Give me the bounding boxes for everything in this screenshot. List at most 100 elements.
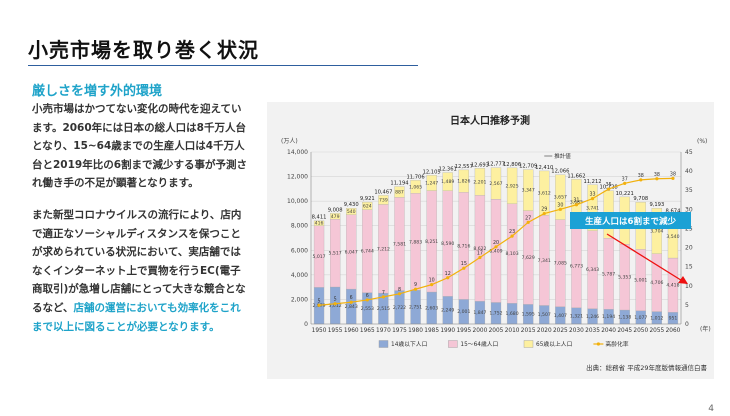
y-tick-label: 10,000 [287, 198, 308, 205]
total-label: 12,709 [519, 164, 537, 170]
bar-value-label: 2,515 [377, 306, 390, 312]
aging-rate-label: 33 [589, 192, 595, 198]
bar-value-label: 6,343 [586, 267, 599, 273]
total-label: 9,708 [633, 196, 648, 202]
x-tick-label: 1955 [328, 328, 343, 334]
bar-segment [539, 170, 550, 216]
bar-value-label: 7,629 [522, 255, 535, 261]
bar-value-label: 1,407 [554, 313, 567, 319]
aging-rate-label: 31 [573, 198, 579, 204]
bar-value-label: 1,247 [425, 180, 438, 186]
bar-value-label: 1,680 [506, 311, 519, 317]
callout-arrow-line [606, 233, 685, 283]
aging-rate-point [317, 303, 321, 307]
bar-value-label: 4,706 [650, 280, 663, 286]
y-tick-label: 14,000 [287, 149, 308, 156]
callout-arrowhead [678, 276, 688, 284]
x-tick-label: 2040 [601, 328, 616, 334]
bar-segment [329, 213, 341, 220]
y2-tick-label: 30 [685, 206, 693, 213]
aging-rate-label: 10 [429, 278, 435, 284]
y2-tick-label: 45 [685, 149, 693, 156]
total-label: 12,806 [503, 162, 521, 168]
bar-value-label: 5,353 [618, 275, 631, 281]
bar-value-label: 7,085 [554, 261, 567, 267]
bar-value-label: 7,581 [393, 241, 406, 247]
bar-value-label: 1,321 [570, 313, 583, 319]
title-underline [28, 65, 418, 66]
y2-tick-label: 0 [685, 321, 689, 328]
bar-segment [313, 220, 325, 226]
bar-value-label: 1,246 [586, 314, 599, 320]
bar-segment [346, 207, 357, 215]
bar-value-label: 1,847 [473, 310, 486, 316]
bar-value-label: 2,249 [441, 308, 454, 314]
y2-tick-label: 5 [685, 302, 689, 309]
bar-segment [651, 208, 663, 254]
x-unit: (年) [700, 325, 711, 333]
bar-value-label: 5,001 [634, 278, 647, 284]
bar-value-label: 2,001 [457, 309, 470, 315]
legend-label: 65歳以上人口 [536, 340, 573, 348]
total-label: 12,693 [471, 162, 489, 168]
paragraph-market-change: 小売市場はかつてない変化の時代を迎えています。2060年には日本の総人口は8千万… [32, 103, 248, 190]
bar-value-label: 1,077 [634, 315, 647, 321]
legend-label: 15～64歳人口 [460, 340, 498, 348]
bar-value-label: 1,826 [457, 179, 470, 185]
bar-value-label: 8,622 [473, 246, 486, 252]
chart-title: 日本人口推移予測 [450, 114, 530, 127]
y2-tick-label: 20 [685, 245, 693, 252]
y-tick-label: 12,000 [287, 174, 308, 181]
x-tick-label: 1970 [376, 328, 391, 334]
x-tick-label: 2030 [569, 328, 584, 334]
x-tick-label: 2005 [489, 328, 504, 334]
aging-rate-point [574, 203, 579, 207]
bar-value-label: 8,409 [489, 248, 502, 254]
aging-rate-point [510, 234, 514, 238]
total-label: 12,066 [551, 169, 569, 175]
bar-value-label: 8,251 [425, 239, 438, 245]
x-tick-label: 2020 [537, 328, 552, 334]
total-label: 9,193 [649, 202, 664, 208]
aging-rate-label: 35 [606, 182, 612, 188]
aging-rate-label: 6 [366, 293, 369, 299]
aging-rate-label: 27 [525, 215, 531, 221]
y2-tick-label: 15 [685, 264, 693, 271]
bar-value-label: 5,787 [602, 271, 615, 277]
callout-box [570, 212, 691, 229]
bar-value-label: 739 [379, 197, 388, 203]
bar-value-label: 3,685 [570, 199, 583, 205]
x-tick-label: 2010 [505, 328, 520, 334]
chart-panel: 日本人口推移予測 (万人) (%) (年) 2,9795,0174168,411… [267, 102, 714, 379]
x-tick-label: 2035 [585, 328, 600, 334]
population-chart: 日本人口推移予測 (万人) (%) (年) 2,9795,0174168,411… [281, 114, 711, 372]
x-tick-label: 1950 [312, 328, 327, 334]
x-tick-label: 1990 [440, 328, 455, 334]
legend-swatch [378, 340, 389, 348]
bar-segment [442, 172, 453, 191]
aging-rate-point [397, 292, 402, 296]
legend-label: 高齢化率 [605, 340, 628, 348]
bar-value-label: 951 [669, 316, 678, 322]
aging-rate-label: 38 [654, 172, 660, 178]
bar-value-label: 6,773 [570, 264, 583, 270]
bar-segment [587, 184, 598, 231]
aging-rate-point [655, 177, 659, 181]
bar-segment [523, 169, 534, 211]
bar-segment [458, 169, 469, 193]
bar-value-label: 3,612 [538, 191, 551, 197]
aging-rate-point [590, 197, 595, 201]
bar-value-label: 3,657 [554, 195, 567, 201]
bar-value-label: 1,507 [538, 312, 551, 318]
aging-rate-point [349, 300, 353, 304]
estimate-label: 推計値 [554, 152, 571, 160]
bar-value-label: 2,925 [506, 183, 519, 189]
bar-value-label: 540 [347, 209, 356, 215]
bar-value-label: 2,603 [425, 306, 438, 312]
aging-rate-label: 7 [382, 290, 385, 296]
bar-segment [555, 174, 566, 220]
aging-rate-point [494, 245, 498, 249]
x-tick-label: 2050 [633, 328, 648, 334]
paragraph-text: また新型コロナウイルスの流行により、店内で適正なソーシャルディスタンスを保つこと… [32, 209, 246, 314]
aging-rate-label: 8 [398, 287, 401, 293]
